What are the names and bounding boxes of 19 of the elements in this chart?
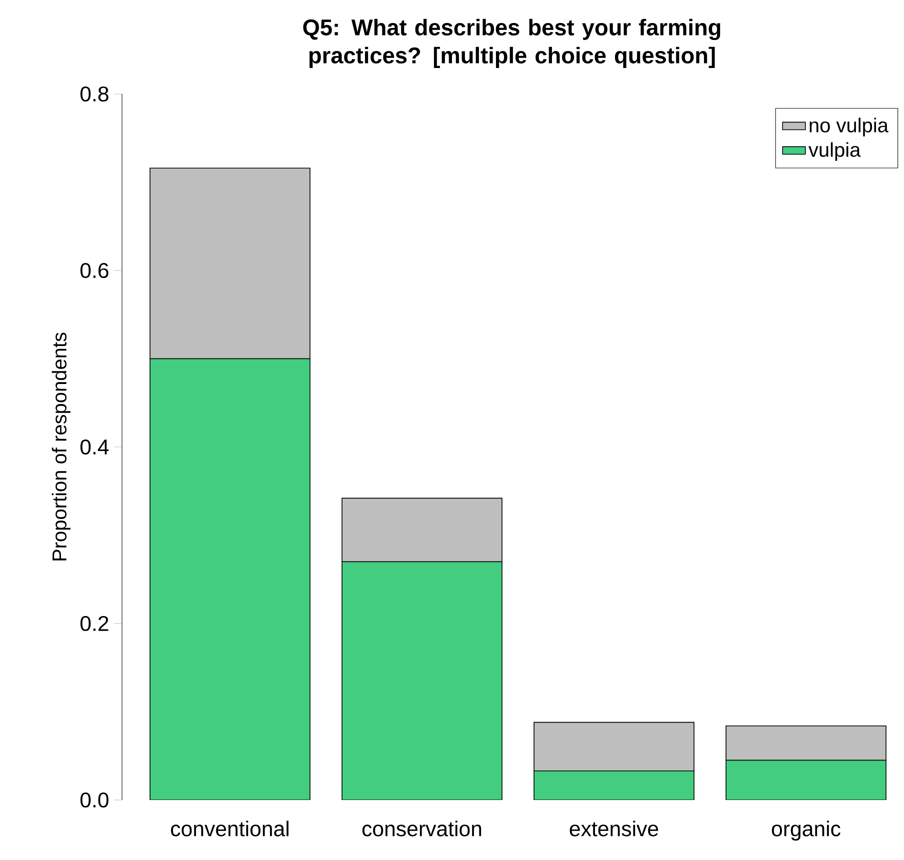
chart-title: Q5: What describes best your farming practices? [multiple choice question] <box>303 18 720 68</box>
legend-label: no vulpia <box>810 118 888 136</box>
y-tick-label: 0.8 <box>80 86 108 102</box>
y-tick-label: 0.6 <box>80 262 108 278</box>
x-tick-label: extensive <box>570 820 658 836</box>
y-tick-label: 0.4 <box>80 439 109 455</box>
y-tick-label: 0.2 <box>80 616 108 632</box>
x-tick-label: conventional <box>171 820 288 836</box>
bar <box>342 498 502 562</box>
x-tick-label: organic <box>772 820 840 841</box>
bar <box>150 358 310 800</box>
y-axis-title: Proportion of respondents <box>52 332 70 560</box>
bar <box>726 760 886 800</box>
x-tick-label: conservation <box>362 820 482 836</box>
bar <box>534 722 694 772</box>
legend-label: vulpia <box>808 142 861 161</box>
bar <box>342 562 502 800</box>
y-tick-label: 0.0 <box>80 792 108 808</box>
bar <box>534 770 694 800</box>
